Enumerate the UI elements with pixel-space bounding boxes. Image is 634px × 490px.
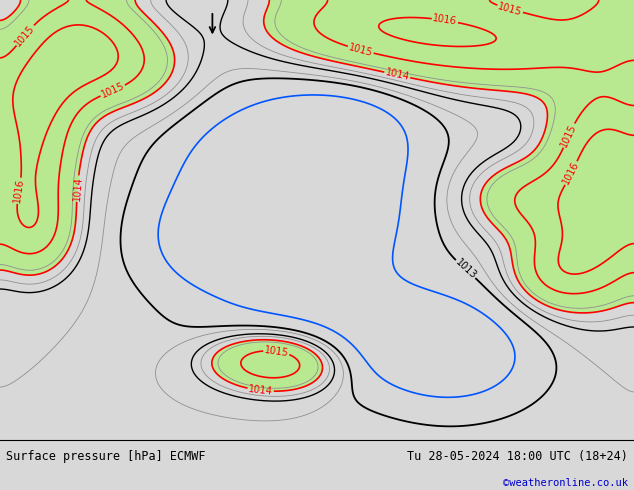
Text: 1015: 1015 <box>13 23 37 48</box>
Text: 1015: 1015 <box>100 81 126 100</box>
Text: Surface pressure [hPa] ECMWF: Surface pressure [hPa] ECMWF <box>6 449 206 463</box>
Text: 1015: 1015 <box>347 42 374 58</box>
Text: 1015: 1015 <box>264 345 289 358</box>
Text: 1016: 1016 <box>432 14 458 27</box>
Text: ©weatheronline.co.uk: ©weatheronline.co.uk <box>503 477 628 488</box>
Text: 1013: 1013 <box>453 257 478 281</box>
Text: 1015: 1015 <box>559 122 579 149</box>
Text: 1014: 1014 <box>248 384 273 397</box>
Text: Tu 28-05-2024 18:00 UTC (18+24): Tu 28-05-2024 18:00 UTC (18+24) <box>407 449 628 463</box>
Text: 1016: 1016 <box>13 178 26 204</box>
Text: 1015: 1015 <box>497 1 523 17</box>
Text: 1016: 1016 <box>561 160 581 186</box>
Text: 1014: 1014 <box>384 68 410 82</box>
Text: 1014: 1014 <box>72 176 83 201</box>
